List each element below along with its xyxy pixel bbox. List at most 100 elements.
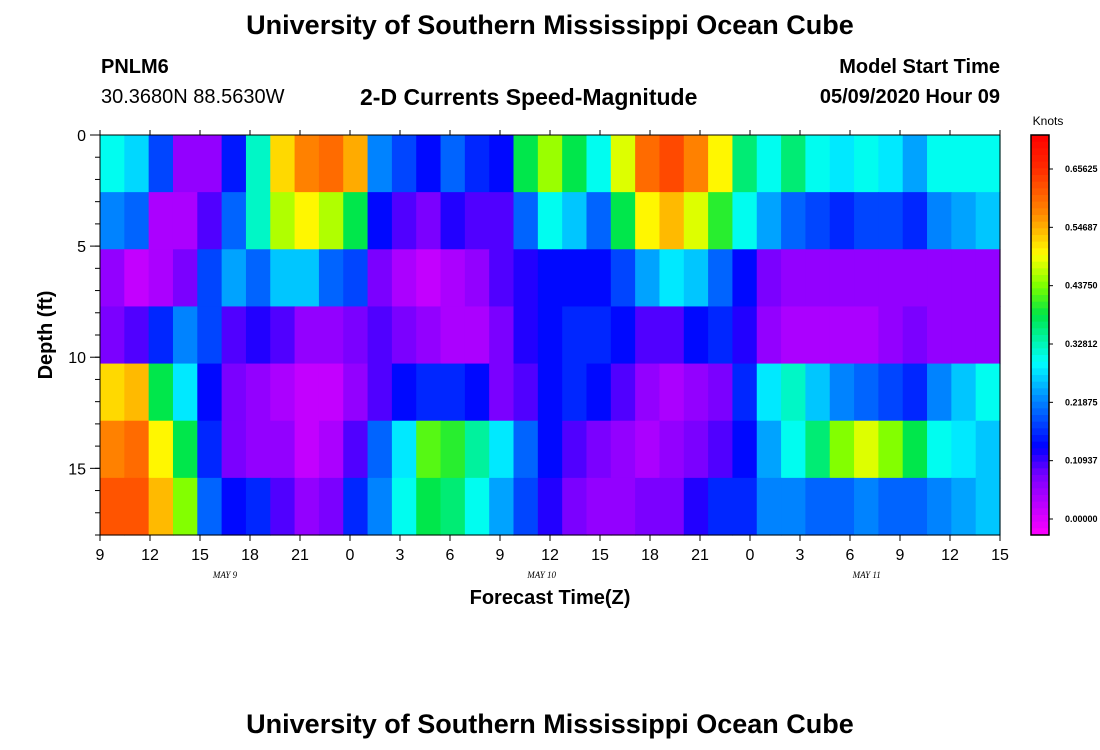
heatmap-cell — [197, 249, 223, 308]
heatmap-cell — [708, 477, 734, 536]
heatmap-cell — [440, 420, 466, 479]
heatmap-cell — [951, 306, 977, 365]
heatmap-cell — [100, 192, 125, 250]
heatmap-cell — [781, 135, 806, 193]
heatmap-cell — [100, 477, 125, 536]
heatmap-cell — [440, 135, 466, 193]
heatmap-cell — [172, 477, 198, 536]
heatmap-cell — [659, 363, 685, 422]
heatmap-cell — [367, 249, 393, 308]
heatmap-cell — [562, 420, 588, 479]
colorbar-swatch — [1031, 268, 1049, 276]
heatmap-cell — [562, 363, 588, 422]
colorbar-swatch — [1031, 421, 1049, 429]
heatmap-cell — [245, 135, 271, 193]
heatmap-cell — [270, 192, 296, 250]
colorbar-swatch — [1031, 515, 1049, 523]
heatmap-cell — [148, 135, 174, 193]
x-tick-label: 3 — [396, 547, 405, 564]
heatmap-cell — [124, 363, 150, 422]
heatmap-cell — [391, 420, 417, 479]
heatmap-cell — [781, 420, 806, 479]
heatmap-cell — [221, 249, 247, 308]
date-label: MAY 10 — [526, 570, 556, 580]
heatmap-cell — [100, 306, 125, 365]
heatmap-cell — [537, 420, 563, 479]
heatmap-cell — [416, 306, 442, 365]
heatmap-cell — [610, 249, 636, 308]
heatmap-cell — [708, 135, 734, 193]
heatmap-cell — [416, 249, 442, 308]
x-tick-label: 6 — [846, 547, 855, 564]
heatmap-cell — [708, 363, 734, 422]
heatmap-cell — [951, 192, 977, 250]
heatmap-cell — [805, 306, 831, 365]
heatmap-cell — [294, 192, 320, 250]
heatmap-cell — [270, 249, 296, 308]
heatmap-cell — [732, 420, 758, 479]
heatmap-cell — [878, 363, 904, 422]
heatmap-cell — [172, 135, 198, 193]
heatmap-cell — [416, 192, 442, 250]
heatmap-cell — [489, 420, 515, 479]
model-start-label: Model Start Time — [839, 56, 1000, 78]
heatmap-cell — [610, 135, 636, 193]
heatmap-cell — [124, 420, 150, 479]
heatmap-cell — [829, 477, 855, 536]
heatmap-cell — [537, 249, 563, 308]
heatmap-cells — [100, 135, 1001, 536]
heatmap-cell — [732, 363, 758, 422]
colorbar-swatch — [1031, 448, 1049, 456]
colorbar-swatch — [1031, 341, 1049, 349]
heatmap-cell — [756, 363, 782, 422]
colorbar-swatch — [1031, 468, 1049, 476]
x-tick-label: 9 — [496, 547, 505, 564]
heatmap-cell — [172, 249, 198, 308]
heatmap-cell — [124, 192, 150, 250]
heatmap-cell — [172, 420, 198, 479]
colorbar-swatch — [1031, 181, 1049, 189]
colorbar-swatch — [1031, 388, 1049, 396]
heatmap-cell — [586, 363, 612, 422]
x-tick-label: 3 — [796, 547, 805, 564]
heatmap-cell — [927, 477, 952, 536]
heatmap-cell — [659, 249, 685, 308]
heatmap-cell — [902, 192, 928, 250]
heatmap-cell — [975, 420, 1001, 479]
date-label: MAY 9 — [212, 570, 238, 580]
heatmap-cell — [221, 306, 247, 365]
heatmap-cell — [391, 477, 417, 536]
colorbar-swatch — [1031, 348, 1049, 356]
heatmap-cell — [756, 249, 782, 308]
heatmap-cell — [610, 420, 636, 479]
colorbar-swatch — [1031, 281, 1049, 289]
colorbar-tick-label: 0.10937 — [1065, 456, 1098, 466]
colorbar-swatch — [1031, 141, 1049, 149]
heatmap-cell — [294, 420, 320, 479]
colorbar-swatch — [1031, 261, 1049, 269]
heatmap-cell — [270, 363, 296, 422]
heatmap-cell — [416, 477, 442, 536]
heatmap-cell — [878, 477, 904, 536]
x-tick-label: 18 — [241, 547, 259, 564]
colorbar-tick-label: 0.43750 — [1065, 281, 1098, 291]
heatmap-cell — [294, 249, 320, 308]
heatmap-cell — [148, 420, 174, 479]
heatmap-cell — [318, 306, 344, 365]
heatmap-cell — [610, 363, 636, 422]
y-tick-label: 10 — [68, 350, 86, 367]
page-title: University of Southern Mississippi Ocean… — [246, 10, 854, 40]
heatmap-cell — [489, 306, 515, 365]
heatmap-cell — [854, 192, 879, 250]
heatmap-cell — [197, 306, 223, 365]
colorbar-swatch — [1031, 255, 1049, 263]
colorbar-swatch — [1031, 488, 1049, 496]
colorbar-swatch — [1031, 461, 1049, 469]
heatmap-cell — [318, 192, 344, 250]
colorbar-swatch — [1031, 495, 1049, 503]
heatmap-cell — [537, 192, 563, 250]
heatmap-cell — [391, 192, 417, 250]
colorbar: Knots 0.65625 0.54687 0.43750 0.32812 0.2187… — [1030, 114, 1098, 536]
heatmap-cell — [343, 192, 369, 250]
colorbar-swatch — [1031, 248, 1049, 256]
